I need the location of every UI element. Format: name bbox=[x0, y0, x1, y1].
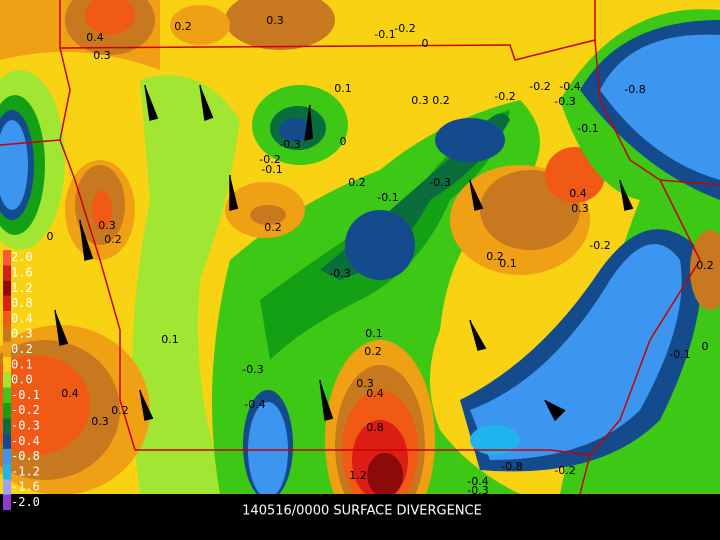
contour-label: -0.2 bbox=[589, 239, 610, 252]
legend-label: 2.0 bbox=[11, 250, 33, 264]
contour-label: -0.2 bbox=[529, 80, 550, 93]
contour-label: -0.3 bbox=[429, 176, 450, 189]
legend-swatch bbox=[3, 479, 11, 495]
contour-label: -0.1 bbox=[669, 348, 690, 361]
contour-label: -0.3 bbox=[329, 267, 350, 280]
contour-label: 0.2 bbox=[111, 404, 129, 417]
legend-swatch bbox=[3, 464, 11, 480]
legend-swatch bbox=[3, 326, 11, 342]
contour-label: -0.4 bbox=[467, 475, 488, 488]
contour-label: 0 bbox=[422, 37, 429, 50]
legend-swatch bbox=[3, 311, 11, 327]
legend-swatch bbox=[3, 280, 11, 296]
legend-swatch bbox=[3, 448, 11, 465]
legend-label: 0.3 bbox=[11, 327, 33, 341]
contour-label: 0.3 bbox=[411, 94, 429, 107]
caption-bar bbox=[0, 494, 720, 540]
contour-label: -0.8 bbox=[624, 83, 645, 96]
contour-label: 0.3 bbox=[91, 415, 109, 428]
legend-label: -1.2 bbox=[11, 464, 40, 478]
contour-label: 0 bbox=[702, 340, 709, 353]
legend-swatch bbox=[3, 418, 11, 434]
contour-label: 0.2 bbox=[432, 94, 450, 107]
contour-label: 0 bbox=[47, 230, 54, 243]
legend-swatch bbox=[3, 372, 11, 388]
contour-label: 0.2 bbox=[104, 233, 122, 246]
legend-label: -0.1 bbox=[11, 388, 40, 402]
contour-label: -0.1 bbox=[577, 122, 598, 135]
legend-label: 1.6 bbox=[11, 265, 33, 279]
contour-label: -0.3 bbox=[242, 363, 263, 376]
contour-label: 0.2 bbox=[364, 345, 382, 358]
contour-label: -0.1 bbox=[377, 191, 398, 204]
wind-barbs bbox=[54, 84, 634, 422]
contour-label: 0.4 bbox=[366, 387, 384, 400]
contour-label: 0.4 bbox=[569, 187, 587, 200]
contour-label: 0.2 bbox=[264, 221, 282, 234]
legend-swatch bbox=[3, 387, 11, 403]
contour-label: -0.2 bbox=[494, 90, 515, 103]
contour-label: 0.3 bbox=[93, 49, 111, 62]
contour-label: 0.1 bbox=[334, 82, 352, 95]
legend-label: -2.0 bbox=[11, 495, 40, 509]
contour-label: -0.2 bbox=[259, 153, 280, 166]
legend-label: -0.8 bbox=[11, 449, 40, 463]
legend-label: 0.8 bbox=[11, 296, 33, 310]
contour-label: 0 bbox=[340, 135, 347, 148]
contour-label: 0.2 bbox=[174, 20, 192, 33]
boundaries bbox=[0, 0, 720, 495]
legend-label: 1.2 bbox=[11, 281, 33, 295]
contour-labels: 0.4 0.3 0.2 0.3 -0.2 0 -0.1 0.1 0.3 0.2 … bbox=[47, 14, 714, 497]
caption: 140516/0000 SURFACE DIVERGENCE bbox=[242, 504, 482, 519]
legend-label: -0.3 bbox=[11, 418, 40, 432]
contour-label: 1.2 bbox=[349, 469, 367, 482]
contour-label: -0.3 bbox=[279, 138, 300, 151]
contour-label: -0.8 bbox=[501, 460, 522, 473]
legend-label: 0.0 bbox=[11, 373, 33, 387]
contour-label: 0.2 bbox=[696, 259, 714, 272]
legend: 2.01.6 1.20.80.4 0.30.20.1 0.0-0.1-0.2-0.3 -… bbox=[3, 250, 40, 511]
legend-swatch bbox=[3, 265, 11, 281]
contour-label: -0.2 bbox=[554, 464, 575, 477]
contour-label: 0.3 bbox=[266, 14, 284, 27]
contour-label: -0.2 bbox=[394, 22, 415, 35]
contour-label: -0.4 bbox=[559, 80, 580, 93]
contour-label: -0.3 bbox=[554, 95, 575, 108]
legend-swatch bbox=[3, 433, 11, 449]
contour-label: 0.2 bbox=[348, 176, 366, 189]
legend-label: -1.6 bbox=[11, 480, 40, 494]
contour-label: 0.8 bbox=[366, 421, 384, 434]
legend-swatch bbox=[3, 341, 11, 358]
contour-label: -0.4 bbox=[244, 398, 265, 411]
legend-label: -0.2 bbox=[11, 403, 40, 417]
legend-swatch bbox=[3, 403, 11, 419]
legend-label: 0.2 bbox=[11, 342, 33, 356]
legend-swatch bbox=[3, 250, 11, 266]
contour-label: -0.1 bbox=[261, 163, 282, 176]
contour-label: 0.4 bbox=[61, 387, 79, 400]
legend-label: 0.1 bbox=[11, 357, 33, 371]
legend-swatch bbox=[3, 357, 11, 373]
contour-label: 0.3 bbox=[571, 202, 589, 215]
contour-label: -0.1 bbox=[374, 28, 395, 41]
legend-swatch bbox=[3, 494, 11, 511]
contour-label: 0.1 bbox=[161, 333, 179, 346]
legend-swatch bbox=[3, 295, 11, 312]
contour-label: 0.1 bbox=[365, 327, 383, 340]
contour-label: 0.3 bbox=[356, 377, 374, 390]
contour-label: 0.1 bbox=[499, 257, 517, 270]
contour-label: -0.3 bbox=[467, 484, 488, 497]
contour-label: 0.2 bbox=[486, 250, 504, 263]
contour-label: 0.4 bbox=[86, 31, 104, 44]
legend-label: -0.4 bbox=[11, 434, 40, 448]
contour-label: 0.3 bbox=[98, 219, 116, 232]
legend-label: 0.4 bbox=[11, 311, 33, 325]
